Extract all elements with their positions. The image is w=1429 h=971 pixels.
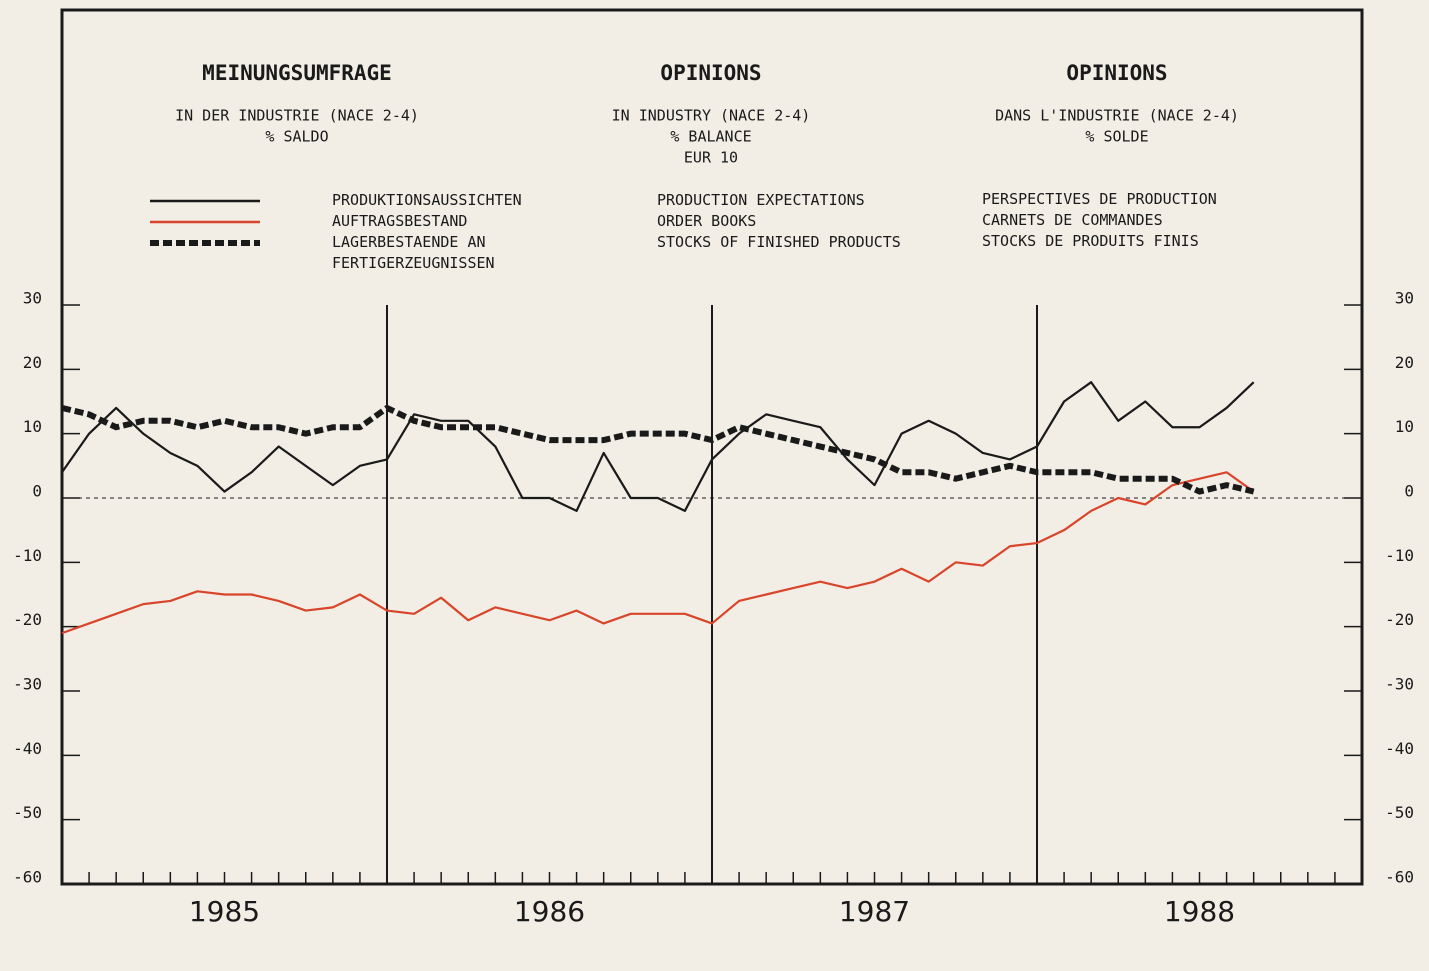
header-line: IN INDUSTRY (NACE 2-4) <box>612 107 811 125</box>
y-tick-label-right: 10 <box>1395 417 1414 436</box>
year-label: 1985 <box>189 895 260 928</box>
legend-label: PRODUKTIONSAUSSICHTEN <box>332 191 522 209</box>
y-tick-label-right: 20 <box>1395 353 1414 372</box>
y-tick-label: 0 <box>32 482 42 501</box>
header-line: DANS L'INDUSTRIE (NACE 2-4) <box>995 107 1239 125</box>
y-tick-label: -20 <box>13 610 42 629</box>
y-tick-label: 30 <box>23 289 42 308</box>
legend-label-fr: CARNETS DE COMMANDES <box>982 211 1163 229</box>
y-tick-label: -40 <box>13 739 42 758</box>
y-tick-label-right: -50 <box>1385 803 1414 822</box>
legend-label-en: PRODUCTION EXPECTATIONS <box>657 191 865 209</box>
y-tick-label: -30 <box>13 675 42 694</box>
header-line: IN DER INDUSTRIE (NACE 2-4) <box>175 107 419 125</box>
legend-label: AUFTRAGSBESTAND <box>332 212 468 230</box>
y-tick-label-right: -10 <box>1385 546 1414 565</box>
y-tick-label-right: -60 <box>1385 868 1414 887</box>
y-tick-label: -60 <box>13 868 42 887</box>
legend-label-en: STOCKS OF FINISHED PRODUCTS <box>657 233 901 251</box>
header-line: % SOLDE <box>1085 128 1148 146</box>
y-tick-label-right: -40 <box>1385 739 1414 758</box>
series-line <box>61 381 1255 512</box>
y-tick-label: 10 <box>23 417 42 436</box>
legend-label-fr: STOCKS DE PRODUITS FINIS <box>982 232 1199 250</box>
y-tick-label: -50 <box>13 803 42 822</box>
header-line: EUR 10 <box>684 149 738 167</box>
y-tick-label-right: -30 <box>1385 675 1414 694</box>
legend-label-en: ORDER BOOKS <box>657 212 757 230</box>
year-label: 1988 <box>1164 895 1235 928</box>
y-tick-label: -10 <box>13 546 42 565</box>
y-tick-label: 20 <box>23 353 42 372</box>
y-tick-label-right: 30 <box>1395 289 1414 308</box>
header-line: % SALDO <box>265 128 328 146</box>
legend-label: LAGERBESTAENDE AN FERTIGERZEUGNISSEN <box>332 233 495 272</box>
header-title: MEINUNGSUMFRAGE <box>202 61 392 85</box>
y-tick-label-right: -20 <box>1385 610 1414 629</box>
header-title: OPINIONS <box>660 61 761 85</box>
series-line <box>61 471 1255 635</box>
year-label: 1986 <box>514 895 585 928</box>
year-label: 1987 <box>839 895 910 928</box>
y-tick-label-right: 0 <box>1404 482 1414 501</box>
series-line <box>61 404 1255 495</box>
header-line: % BALANCE <box>670 128 751 146</box>
header-title: OPINIONS <box>1066 61 1167 85</box>
legend-label-fr: PERSPECTIVES DE PRODUCTION <box>982 190 1217 208</box>
